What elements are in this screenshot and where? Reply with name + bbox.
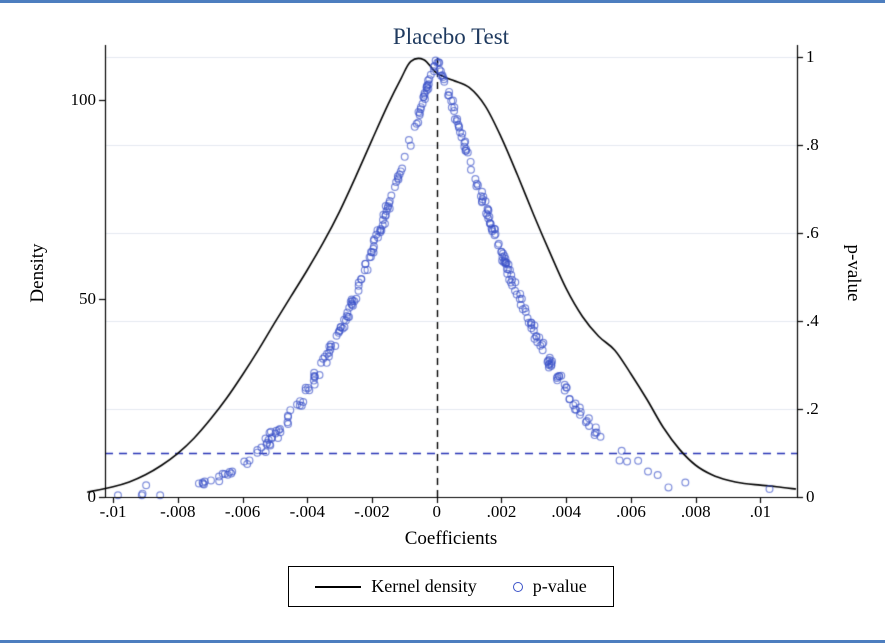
y-right-tick-label: .2 xyxy=(806,399,819,418)
x-tick-label: .008 xyxy=(680,502,711,521)
y2-axis-label-pvalue: p-value xyxy=(843,244,864,302)
y-right-tick-label: 0 xyxy=(806,487,815,506)
legend-item-kernel-density: Kernel density xyxy=(315,576,477,597)
y-left-tick-label: 50 xyxy=(79,288,96,308)
x-tick-label: -.004 xyxy=(289,502,325,521)
kernel-density-line-sample xyxy=(315,585,362,588)
y-axis-label-density: Density xyxy=(27,243,48,303)
figure-bottom-border xyxy=(0,640,885,643)
x-tick-label: .006 xyxy=(616,502,646,521)
legend-label-kernel-density: Kernel density xyxy=(371,576,477,596)
x-axis-label-coefficients: Coefficients xyxy=(404,528,498,549)
x-tick-label: -.002 xyxy=(354,502,390,521)
x-tick-label: .002 xyxy=(486,502,517,521)
legend-item-p-value: p-value xyxy=(512,576,587,597)
y-right-tick-label: 1 xyxy=(806,47,815,66)
x-tick-label: .01 xyxy=(749,502,772,521)
y-right-tick-label: .8 xyxy=(806,135,819,154)
x-tick-label: -.006 xyxy=(224,502,261,521)
x-tick-label: 0 xyxy=(432,502,442,521)
legend-label-p-value: p-value xyxy=(532,576,587,596)
legend-box: Kernel density p-value xyxy=(288,566,614,607)
legend: Kernel density p-value xyxy=(105,566,797,607)
p-value-marker-sample xyxy=(512,581,523,592)
x-tick-label: -.008 xyxy=(160,502,196,521)
y-left-tick-label: 100 xyxy=(70,90,97,110)
x-tick-label: -.01 xyxy=(99,502,127,521)
y-left-tick-label: 0 xyxy=(87,487,97,506)
y-right-tick-label: .6 xyxy=(806,223,819,242)
x-tick-label: .004 xyxy=(551,502,582,521)
y-right-tick-label: .4 xyxy=(806,311,819,330)
